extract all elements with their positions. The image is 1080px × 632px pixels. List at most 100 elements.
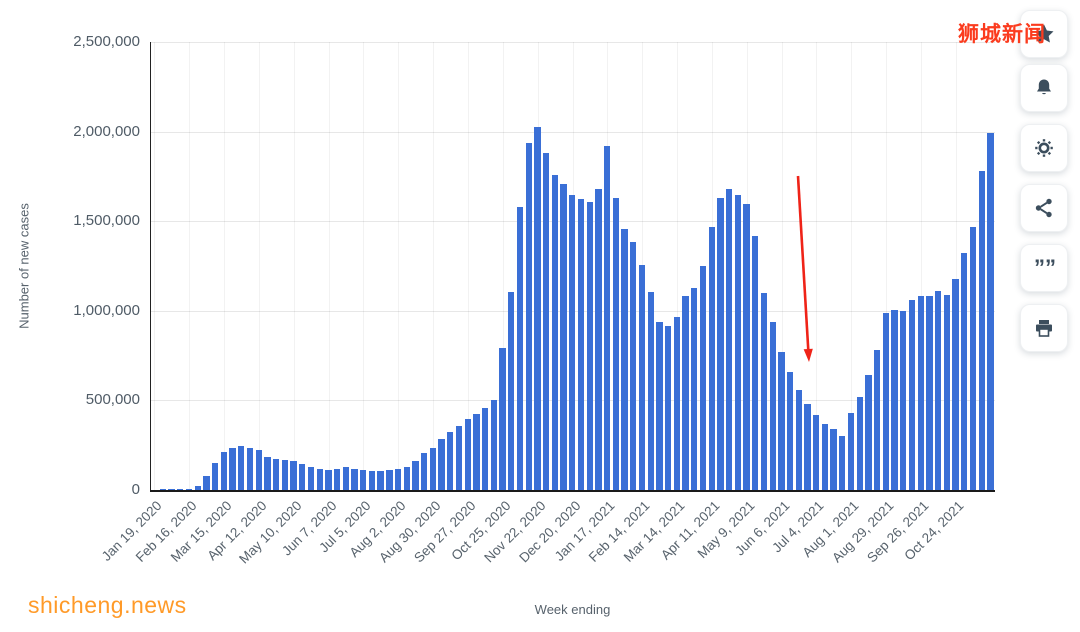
bar[interactable]	[229, 448, 236, 490]
bar[interactable]	[708, 226, 715, 490]
bar[interactable]	[482, 408, 489, 490]
bar[interactable]	[778, 352, 785, 490]
bar[interactable]	[325, 469, 332, 490]
bar[interactable]	[586, 202, 593, 490]
bar[interactable]	[342, 467, 349, 490]
bar[interactable]	[377, 471, 384, 490]
bar[interactable]	[185, 488, 193, 490]
bar[interactable]	[856, 396, 863, 490]
bar[interactable]	[734, 195, 741, 490]
bar[interactable]	[865, 375, 872, 490]
bar[interactable]	[464, 419, 471, 490]
bar[interactable]	[203, 476, 210, 490]
bar[interactable]	[551, 174, 559, 490]
favorite-button[interactable]	[1020, 10, 1068, 58]
bar[interactable]	[360, 469, 367, 490]
bar[interactable]	[394, 469, 402, 490]
bar[interactable]	[917, 296, 924, 490]
bar[interactable]	[943, 294, 951, 490]
bar[interactable]	[795, 389, 802, 490]
bar[interactable]	[473, 414, 480, 490]
bar[interactable]	[211, 462, 219, 490]
bar[interactable]	[255, 450, 262, 490]
bar[interactable]	[969, 226, 977, 490]
bar[interactable]	[299, 463, 306, 490]
bar[interactable]	[978, 171, 985, 490]
bar[interactable]	[516, 206, 524, 490]
bar[interactable]	[246, 447, 254, 490]
bar[interactable]	[264, 456, 271, 490]
bar[interactable]	[717, 197, 724, 490]
bar[interactable]	[316, 468, 323, 490]
bar[interactable]	[760, 292, 768, 490]
bar[interactable]	[438, 438, 445, 490]
bar[interactable]	[595, 188, 602, 490]
bar[interactable]	[786, 371, 794, 490]
bar[interactable]	[647, 291, 654, 490]
bar[interactable]	[281, 460, 288, 490]
bar[interactable]	[935, 291, 942, 490]
bar[interactable]	[839, 436, 846, 490]
bar[interactable]	[691, 287, 698, 490]
bar[interactable]	[429, 447, 437, 490]
bar[interactable]	[987, 133, 994, 490]
bar[interactable]	[743, 204, 750, 490]
bar[interactable]	[194, 486, 201, 490]
bar[interactable]	[804, 403, 811, 490]
bar[interactable]	[560, 184, 567, 490]
bar[interactable]	[961, 253, 968, 490]
bar[interactable]	[908, 300, 916, 490]
cite-button[interactable]: ””	[1020, 244, 1068, 292]
bar[interactable]	[577, 198, 585, 490]
notifications-button[interactable]	[1020, 64, 1068, 112]
bar[interactable]	[386, 470, 393, 490]
bar[interactable]	[290, 461, 297, 490]
bar[interactable]	[543, 153, 550, 490]
bar[interactable]	[368, 470, 376, 490]
bar[interactable]	[177, 489, 184, 490]
bar[interactable]	[159, 489, 166, 490]
settings-button[interactable]	[1020, 124, 1068, 172]
bar[interactable]	[874, 350, 881, 490]
print-button[interactable]	[1020, 304, 1068, 352]
bar[interactable]	[630, 241, 637, 490]
bar[interactable]	[403, 467, 410, 490]
bar[interactable]	[699, 266, 707, 490]
bar[interactable]	[272, 459, 280, 490]
bar[interactable]	[813, 414, 820, 490]
bar[interactable]	[421, 453, 428, 490]
bar[interactable]	[490, 399, 498, 490]
bar[interactable]	[508, 291, 515, 490]
bar[interactable]	[612, 197, 619, 490]
bar[interactable]	[830, 429, 837, 490]
bar[interactable]	[673, 317, 680, 490]
bar[interactable]	[752, 235, 759, 490]
bar[interactable]	[168, 489, 175, 490]
share-button[interactable]	[1020, 184, 1068, 232]
bar[interactable]	[900, 310, 907, 490]
bar[interactable]	[664, 326, 672, 490]
bar[interactable]	[682, 296, 689, 490]
bar[interactable]	[638, 265, 646, 490]
bar[interactable]	[569, 195, 576, 490]
bar[interactable]	[534, 126, 541, 490]
bar[interactable]	[447, 431, 454, 490]
bar[interactable]	[769, 321, 776, 490]
bar[interactable]	[307, 467, 315, 490]
bar[interactable]	[882, 312, 890, 490]
bar[interactable]	[926, 296, 933, 490]
bar[interactable]	[621, 229, 628, 490]
bar[interactable]	[220, 452, 227, 490]
bar[interactable]	[455, 426, 463, 490]
bar[interactable]	[351, 468, 358, 490]
bar[interactable]	[525, 143, 532, 490]
bar[interactable]	[333, 468, 341, 490]
bar[interactable]	[412, 460, 419, 490]
bar[interactable]	[656, 322, 663, 490]
bar[interactable]	[238, 446, 245, 490]
bar[interactable]	[499, 348, 506, 490]
bar[interactable]	[891, 309, 898, 490]
bar[interactable]	[952, 278, 959, 490]
bar[interactable]	[603, 145, 611, 490]
bar[interactable]	[847, 412, 855, 490]
